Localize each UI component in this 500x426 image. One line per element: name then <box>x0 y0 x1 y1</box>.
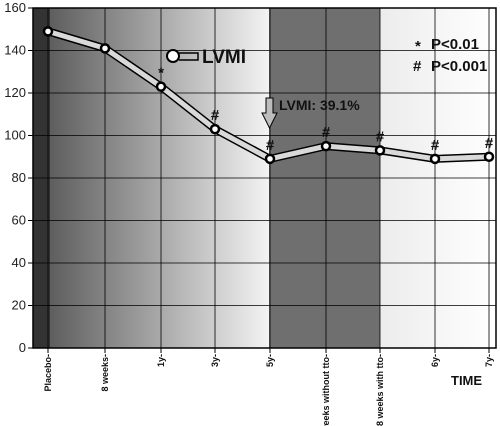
x-tick-label-2: 1y- <box>156 354 166 367</box>
significance-marker-7: # <box>431 137 440 154</box>
data-point-8 <box>483 151 495 162</box>
y-tick-label-2: 40 <box>12 255 26 270</box>
y-tick-label-0: 0 <box>19 340 26 355</box>
x-tick-label-5: 8 weeks without tto- <box>321 354 331 426</box>
data-point-1 <box>99 43 111 54</box>
significance-marker-6: # <box>376 128 385 145</box>
series-label: LVMI <box>166 47 246 68</box>
x-tick-label-8: 7y- <box>484 354 494 367</box>
reduction-annotation-text: LVMI: 39.1% <box>279 97 360 113</box>
series-label-connector <box>179 52 199 61</box>
x-tick-label-1: 8 weeks- <box>100 354 110 392</box>
legend-symbol-asterisk: * <box>415 38 421 55</box>
significance-marker-8: # <box>485 135 494 152</box>
x-axis-title: TIME <box>451 373 482 388</box>
legend-symbol-hash: # <box>413 58 422 75</box>
data-point-7 <box>429 153 441 165</box>
x-tick-label-7: 6y- <box>430 354 440 367</box>
data-point-6 <box>374 145 386 156</box>
legend-label-p0001: P<0.001 <box>431 58 487 75</box>
data-point-5 <box>320 140 332 152</box>
y-axis-ticks: 0 20 40 60 80 100 120 140 160 <box>4 0 33 355</box>
significance-marker-3: # <box>211 107 220 124</box>
significance-marker-5: # <box>322 124 331 141</box>
reduction-arrow <box>261 97 278 130</box>
x-tick-label-6: 8 weeks with tto- <box>375 354 385 426</box>
x-tick-label-4: 5y- <box>265 354 275 367</box>
data-point-3 <box>209 123 221 135</box>
data-point-0 <box>42 26 54 37</box>
y-tick-label-4: 80 <box>12 170 26 185</box>
significance-markers: * # # # # # # <box>158 65 494 154</box>
series-lvmi <box>42 26 495 165</box>
grid-lines <box>33 8 496 348</box>
y-tick-label-7: 140 <box>4 43 26 58</box>
x-axis-ticks: Placebo- 8 weeks- 1y- 3y- 5y- 8 weeks without… <box>43 348 494 426</box>
y-tick-label-6: 120 <box>4 85 26 100</box>
reduction-annotation: LVMI: 39.1% <box>261 97 360 130</box>
legend-label-p001: P<0.01 <box>431 36 479 53</box>
data-point-4 <box>264 153 276 165</box>
series-label-marker <box>166 49 180 63</box>
y-tick-label-3: 60 <box>12 213 26 228</box>
y-tick-label-5: 100 <box>4 128 26 143</box>
x-tick-label-0: Placebo- <box>43 354 53 392</box>
series-label-text: LVMI <box>202 47 246 68</box>
data-point-2 <box>155 81 167 92</box>
y-tick-label-1: 20 <box>12 298 26 313</box>
x-tick-label-3: 3y- <box>210 354 220 367</box>
significance-marker-2: * <box>158 65 164 82</box>
legend: * P<0.01 # P<0.001 <box>413 36 487 75</box>
y-tick-label-8: 160 <box>4 0 26 15</box>
significance-marker-4: # <box>266 137 275 154</box>
